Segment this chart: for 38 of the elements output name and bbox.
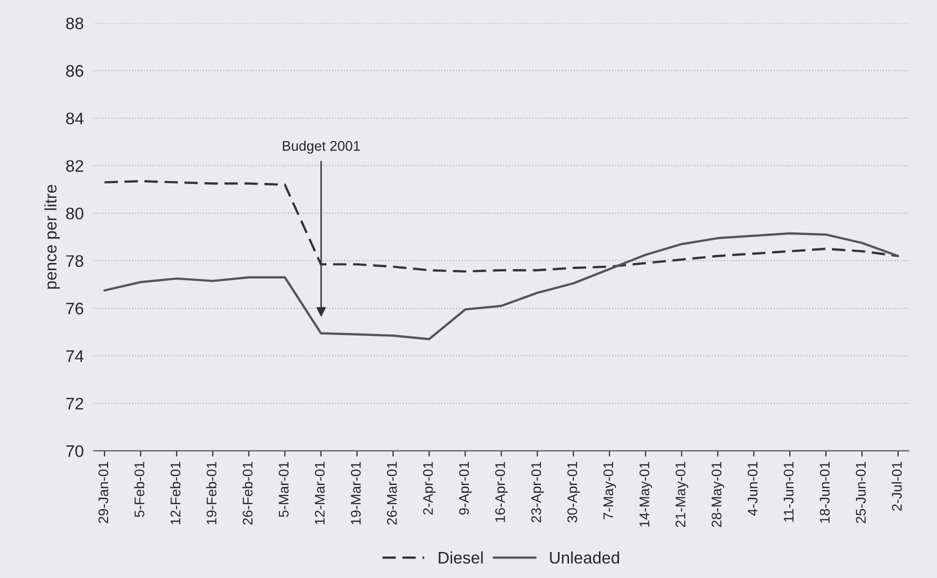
x-tick-label: 4-Jun-01 xyxy=(748,462,758,516)
x-tick-label: 26-Feb-01 xyxy=(242,462,253,525)
x-tick-label: 19-Feb-01 xyxy=(206,462,216,524)
y-axis-title: pence per litre xyxy=(44,184,60,289)
annotation: Budget 2001 xyxy=(282,140,360,154)
y-tick-label: 76 xyxy=(66,302,84,314)
y-tick-label: 70 xyxy=(66,445,84,458)
x-tick-label: 29-Jan-01 xyxy=(98,462,108,524)
x-tick-label: 5-Mar-01 xyxy=(278,462,289,518)
x-tick-label: 12-Feb-01 xyxy=(170,462,180,524)
x-tick-label: 21-May-01 xyxy=(676,462,688,527)
y-tick-label: 74 xyxy=(66,350,84,362)
y-tick-label: 80 xyxy=(66,208,84,220)
x-tick-label: 18-Jun-01 xyxy=(820,462,830,523)
y-tick-label: 84 xyxy=(66,112,84,124)
x-tick-label: 7-May-01 xyxy=(603,462,616,520)
x-tick-label: 9-Apr-01 xyxy=(459,462,472,515)
x-tick-label: 26-Mar-01 xyxy=(386,462,397,525)
x-tick-label: 2-Jul-01 xyxy=(892,462,902,511)
y-tick-label: 78 xyxy=(66,255,84,267)
x-tick-label: 2-Apr-01 xyxy=(423,462,436,515)
x-tick-label: 25-Jun-01 xyxy=(856,462,866,524)
x-tick-label: 19-Mar-01 xyxy=(350,462,361,524)
y-tick-label: 72 xyxy=(66,398,84,410)
y-tick-label: 86 xyxy=(66,65,84,77)
x-tick-label: 11-Jun-01 xyxy=(784,462,794,522)
y-tick-label: 88 xyxy=(66,18,84,30)
x-tick-label: 28-May-01 xyxy=(712,462,724,527)
x-tick-label: 16-Apr-01 xyxy=(495,462,508,522)
x-tick-label: 30-Apr-01 xyxy=(567,462,580,522)
x-tick-label: 23-Apr-01 xyxy=(531,462,544,522)
x-tick-label: 12-Mar-01 xyxy=(314,462,325,524)
y-tick-label: 82 xyxy=(66,160,84,172)
x-tick-label: 5-Feb-01 xyxy=(134,462,144,518)
legend-label: Unleaded xyxy=(550,551,620,564)
x-tick-label: 14-May-01 xyxy=(639,462,652,527)
line-series xyxy=(103,232,900,340)
legend-label: Diesel xyxy=(438,551,483,564)
